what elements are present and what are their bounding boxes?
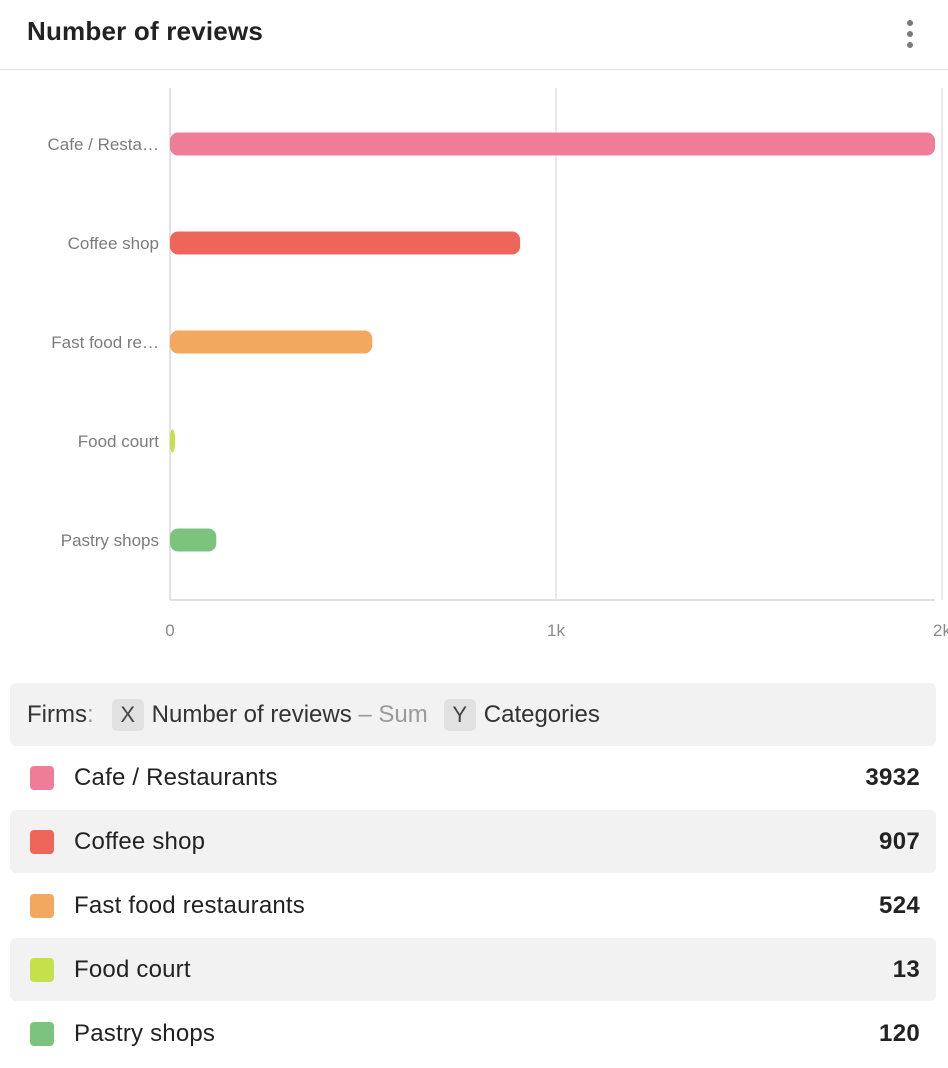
y-tick-label: Pastry shops xyxy=(61,531,159,550)
legend-swatch xyxy=(30,893,54,918)
x-tick-label: 2k xyxy=(933,621,948,640)
legend-row-value: 3932 xyxy=(865,763,920,791)
bar[interactable] xyxy=(170,528,217,552)
x-aggregation-label: – Sum xyxy=(358,700,428,728)
y-tick-label: Food court xyxy=(78,432,160,451)
bar[interactable] xyxy=(170,429,176,453)
legend-row-value: 524 xyxy=(879,891,920,919)
x-field-label: Number of reviews xyxy=(151,700,352,728)
legend-row: Cafe / Restaurants 3932 xyxy=(10,746,936,809)
legend-swatch xyxy=(30,829,54,854)
bar[interactable] xyxy=(170,132,935,156)
y-field-label: Categories xyxy=(483,700,600,728)
legend-swatch xyxy=(30,765,54,790)
x-tick-label: 0 xyxy=(165,621,174,640)
chart-title: Number of reviews xyxy=(27,16,264,46)
legend-row-value: 13 xyxy=(892,955,920,983)
legend-row-value: 907 xyxy=(879,827,920,855)
legend-prefix: Firms xyxy=(27,700,87,728)
y-axis-badge: Y xyxy=(443,698,476,731)
legend-row: Fast food restaurants 524 xyxy=(10,874,936,937)
x-axis-badge: X xyxy=(111,698,144,731)
bar[interactable] xyxy=(170,231,521,255)
legend-row-label: Fast food restaurants xyxy=(74,891,305,919)
legend-row: Pastry shops 120 xyxy=(10,1002,936,1065)
card-header: Number of reviews xyxy=(0,0,948,70)
x-tick-label: 1k xyxy=(547,621,565,640)
bar[interactable] xyxy=(170,330,373,354)
legend-row-label: Food court xyxy=(74,955,191,983)
legend-row-label: Coffee shop xyxy=(74,827,206,855)
legend-colon: : xyxy=(86,700,94,728)
legend-row: Food court 13 xyxy=(10,938,936,1001)
legend-swatch xyxy=(30,1021,54,1046)
legend-row-label: Pastry shops xyxy=(74,1019,216,1047)
legend-row-value: 120 xyxy=(879,1019,920,1047)
legend-row: Coffee shop 907 xyxy=(10,810,936,873)
legend-row-label: Cafe / Restaurants xyxy=(74,763,278,791)
y-tick-label: Cafe / Resta… xyxy=(48,135,160,154)
legend-header: Firms: X Number of reviews – Sum Y Categ… xyxy=(10,683,936,746)
y-tick-label: Fast food re… xyxy=(51,333,159,352)
more-vertical-icon[interactable] xyxy=(894,14,928,54)
legend-swatch xyxy=(30,957,54,982)
y-tick-label: Coffee shop xyxy=(68,234,159,253)
